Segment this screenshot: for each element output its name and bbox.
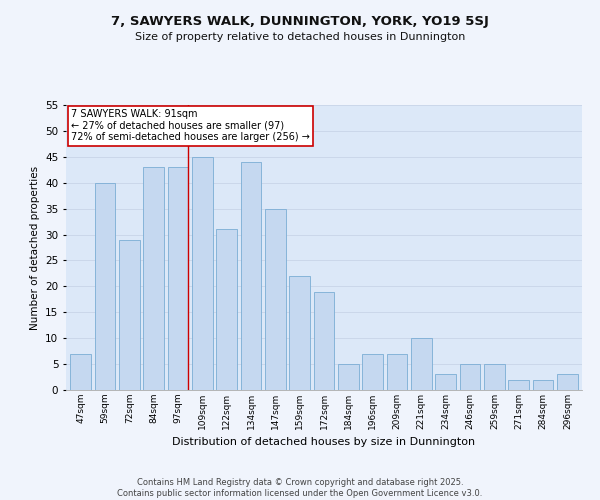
Bar [95,182,115,390]
Bar [265,208,286,390]
Bar [436,374,456,390]
Bar [119,240,140,390]
Bar [386,354,407,390]
Bar [484,364,505,390]
X-axis label: Distribution of detached houses by size in Dunnington: Distribution of detached houses by size … [172,438,476,448]
Bar [70,354,91,390]
Bar [314,292,334,390]
Bar [533,380,553,390]
Bar [460,364,481,390]
Text: 7 SAWYERS WALK: 91sqm
← 27% of detached houses are smaller (97)
72% of semi-deta: 7 SAWYERS WALK: 91sqm ← 27% of detached … [71,110,310,142]
Text: Size of property relative to detached houses in Dunnington: Size of property relative to detached ho… [135,32,465,42]
Bar [557,374,578,390]
Bar [338,364,359,390]
Text: 7, SAWYERS WALK, DUNNINGTON, YORK, YO19 5SJ: 7, SAWYERS WALK, DUNNINGTON, YORK, YO19 … [111,15,489,28]
Bar [289,276,310,390]
Bar [508,380,529,390]
Text: Contains HM Land Registry data © Crown copyright and database right 2025.
Contai: Contains HM Land Registry data © Crown c… [118,478,482,498]
Bar [167,167,188,390]
Bar [216,230,237,390]
Bar [192,157,212,390]
Y-axis label: Number of detached properties: Number of detached properties [29,166,40,330]
Bar [143,167,164,390]
Bar [241,162,262,390]
Bar [362,354,383,390]
Bar [411,338,432,390]
